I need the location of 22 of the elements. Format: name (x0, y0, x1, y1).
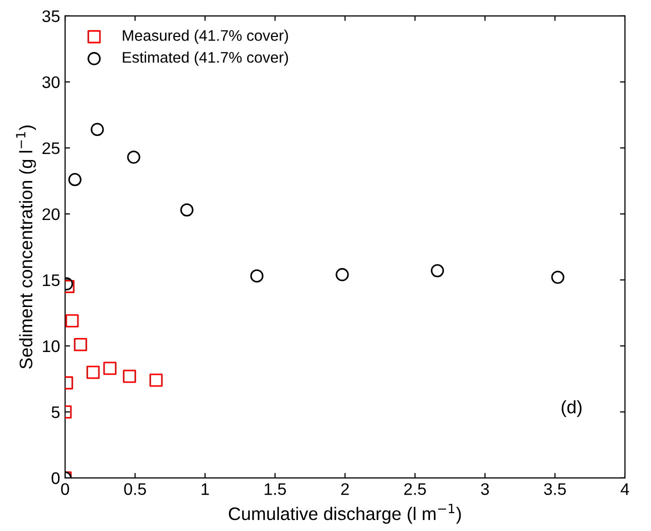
x-tick-label: 2.5 (404, 483, 426, 496)
x-tick-label: 1 (202, 483, 209, 495)
x-tick-label: 4 (620, 483, 630, 495)
legend-label: Estimated (41.7% cover) (122, 52, 288, 66)
x-axis-title: Cumulative discharge (l m$^{−1}$) (228, 504, 461, 524)
y-tick-label: 5 (52, 406, 60, 418)
y-tick-label: 10 (42, 340, 60, 352)
y-axis-title: Sediment concentration (g l$^{−1}$) (16, 126, 36, 369)
y-tick-label: 20 (42, 208, 60, 220)
x-tick-label: 2 (341, 483, 349, 495)
y-tick-label: 15 (42, 274, 60, 286)
x-tick-label: 0 (61, 483, 70, 496)
x-tick-label: 3.5 (544, 483, 566, 496)
x-tick-label: 0.5 (124, 483, 146, 496)
y-tick-label: 0 (52, 472, 60, 484)
legend-label: Measured (41.7% cover) (122, 30, 288, 44)
x-tick-label: 1.5 (264, 483, 286, 496)
y-tick-label: 25 (42, 142, 60, 154)
y-tick-label: 30 (42, 76, 60, 88)
y-tick-label: 35 (42, 10, 60, 22)
annotation: (d) (562, 400, 582, 418)
x-tick-label: 3 (480, 483, 489, 496)
